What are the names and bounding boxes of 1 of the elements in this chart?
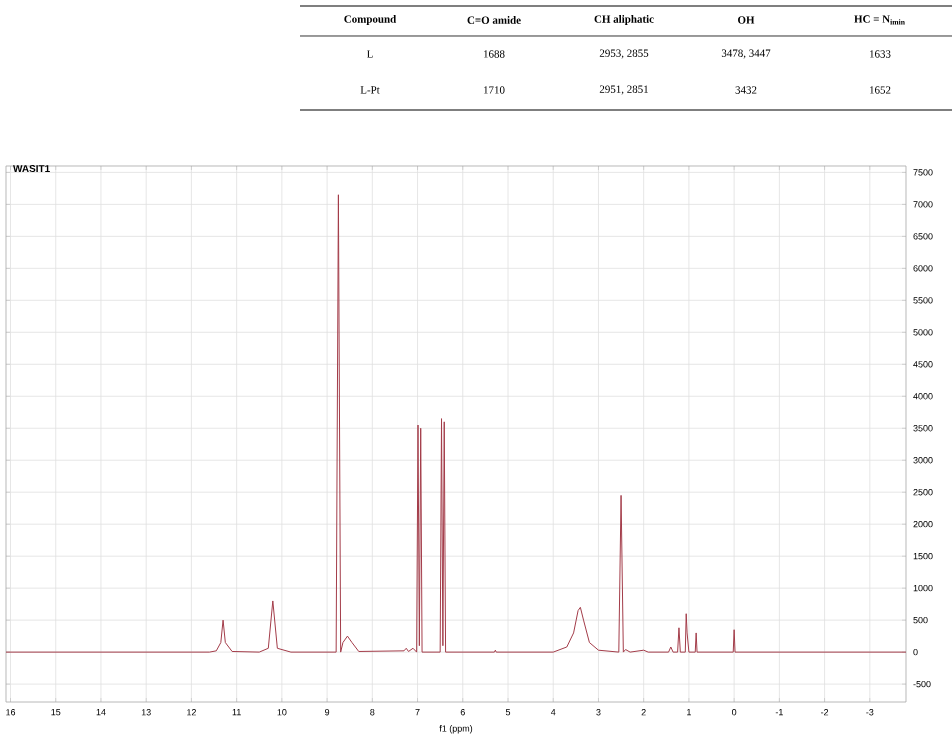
line-series <box>5 194 906 653</box>
